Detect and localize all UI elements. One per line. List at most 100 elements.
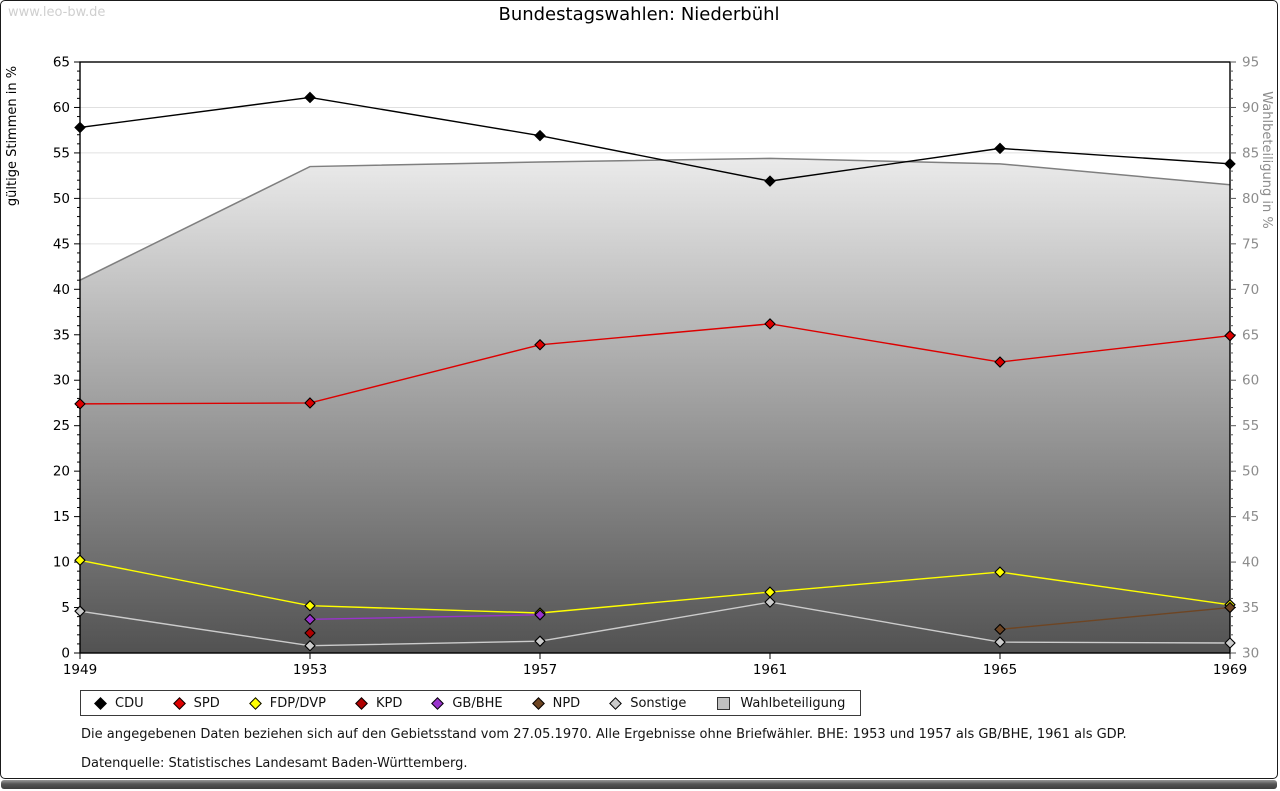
svg-text:50: 50 [1242,464,1259,480]
legend-marker-diamond [94,696,107,710]
svg-text:65: 65 [1242,327,1259,343]
data-point-spd [764,318,776,330]
svg-text:35: 35 [1242,600,1259,616]
data-point-sonstige [764,596,776,608]
legend-item-gb-bhe: GB/BHE [431,695,503,711]
data-point-cdu [764,175,776,187]
legend-label: CDU [115,695,144,711]
data-point-spd [534,338,546,351]
series-sonstige [74,596,1236,652]
election-chart-svg: 0 30 5 35 10 40 15 45 20 50 25 55 30 60 35 65 40 70 45 75 50… [5,55,1274,679]
data-point-kpd [304,627,316,639]
svg-text:1957: 1957 [523,662,557,678]
svg-text:50: 50 [53,191,70,207]
svg-text:45: 45 [53,236,70,252]
legend-label: SPD [193,695,220,711]
legend-item-npd: NPD [531,695,581,711]
bottom-scrollbar [1,780,1277,789]
data-point-cdu [74,121,86,134]
left-axis-title: gültige Stimmen in % [5,66,20,206]
svg-text:1953: 1953 [293,662,327,678]
series-spd [74,318,1236,410]
svg-text:55: 55 [1242,418,1259,434]
svg-text:60: 60 [1242,373,1259,389]
legend-marker-diamond [355,696,368,710]
series-fdp-dvp [74,554,1236,619]
data-point-cdu [534,129,546,142]
footnote-line1: Die angegebenen Daten beziehen sich auf … [81,727,1127,742]
data-point-sonstige [304,639,316,652]
svg-text:95: 95 [1242,55,1259,71]
legend: CDU SPD FDP/DVP KPD GB/BHE NPD Sonstige Wahlbet… [80,690,862,716]
right-axis-title: Wahlbeteiligung in % [1259,91,1274,228]
legend-label: Wahlbeteiligung [740,695,846,711]
svg-text:1969: 1969 [1213,662,1247,678]
svg-text:85: 85 [1242,145,1259,161]
legend-label: NPD [552,695,581,711]
legend-item-spd: SPD [172,695,220,711]
legend-marker-square [717,696,731,710]
data-point-sonstige [534,635,546,647]
data-point-sonstige [994,636,1006,648]
data-point-spd [304,397,316,409]
legend-item-kpd: KPD [355,695,403,711]
svg-text:55: 55 [53,145,70,161]
svg-text:40: 40 [53,282,70,298]
svg-text:5: 5 [61,600,70,616]
legend-item-cdu: CDU [94,695,144,711]
series-gb-bhe [304,609,546,626]
svg-text:30: 30 [53,373,70,389]
series-cdu [74,91,1236,187]
series-kpd [304,627,316,639]
svg-text:40: 40 [1242,555,1259,571]
svg-text:20: 20 [53,464,70,480]
svg-text:15: 15 [53,509,70,525]
data-point-cdu [304,91,316,104]
legend-label: GB/BHE [452,695,503,711]
svg-text:1961: 1961 [753,662,787,678]
legend-item-sonstige: Sonstige [609,695,687,711]
axes: 0 30 5 35 10 40 15 45 20 50 25 55 30 60 35 65 40 70 45 75 50… [53,55,1259,679]
footnote-line2: Datenquelle: Statistisches Landesamt Bad… [81,756,468,771]
series-npd [994,601,1236,636]
svg-text:65: 65 [53,55,70,71]
legend-label: KPD [375,695,403,711]
svg-text:25: 25 [53,418,70,434]
data-point-fdp-dvp [994,566,1006,578]
page-title: Bundestagswahlen: Niederbühl [498,4,780,25]
data-point-spd [1224,329,1236,342]
data-point-fdp-dvp [304,599,316,612]
svg-text:35: 35 [53,327,70,343]
svg-text:70: 70 [1242,282,1259,298]
svg-text:1965: 1965 [983,662,1017,678]
legend-item-wahlbeteiligung: Wahlbeteiligung [717,696,845,711]
svg-text:30: 30 [1242,646,1259,662]
svg-text:45: 45 [1242,509,1259,525]
data-point-fdp-dvp [74,554,86,567]
data-point-spd [994,356,1006,368]
legend-marker-diamond [248,696,262,710]
chart-canvas: 0 30 5 35 10 40 15 45 20 50 25 55 30 60 35 65 40 70 45 75 50… [5,55,1274,679]
svg-text:80: 80 [1242,191,1259,207]
legend-label: Sonstige [630,695,687,711]
data-point-gb-bhe [534,609,546,621]
legend-marker-diamond [609,696,623,710]
data-point-spd [74,398,86,410]
legend-marker-diamond [531,696,545,710]
legend-marker-diamond [172,696,186,710]
svg-text:0: 0 [61,646,70,662]
svg-text:60: 60 [53,100,70,116]
data-point-cdu [1224,158,1236,170]
svg-text:90: 90 [1242,100,1259,116]
svg-text:10: 10 [53,555,70,571]
legend-item-fdp-dvp: FDP/DVP [248,696,326,711]
series-wahlbeteiligung-area [79,157,1231,653]
svg-text:1949: 1949 [63,662,97,678]
data-point-npd [994,623,1006,636]
watermark: www.leo-bw.de [8,5,106,20]
data-point-sonstige [74,605,86,617]
svg-text:75: 75 [1242,236,1259,252]
data-point-cdu [994,142,1006,155]
legend-marker-diamond [431,696,445,710]
